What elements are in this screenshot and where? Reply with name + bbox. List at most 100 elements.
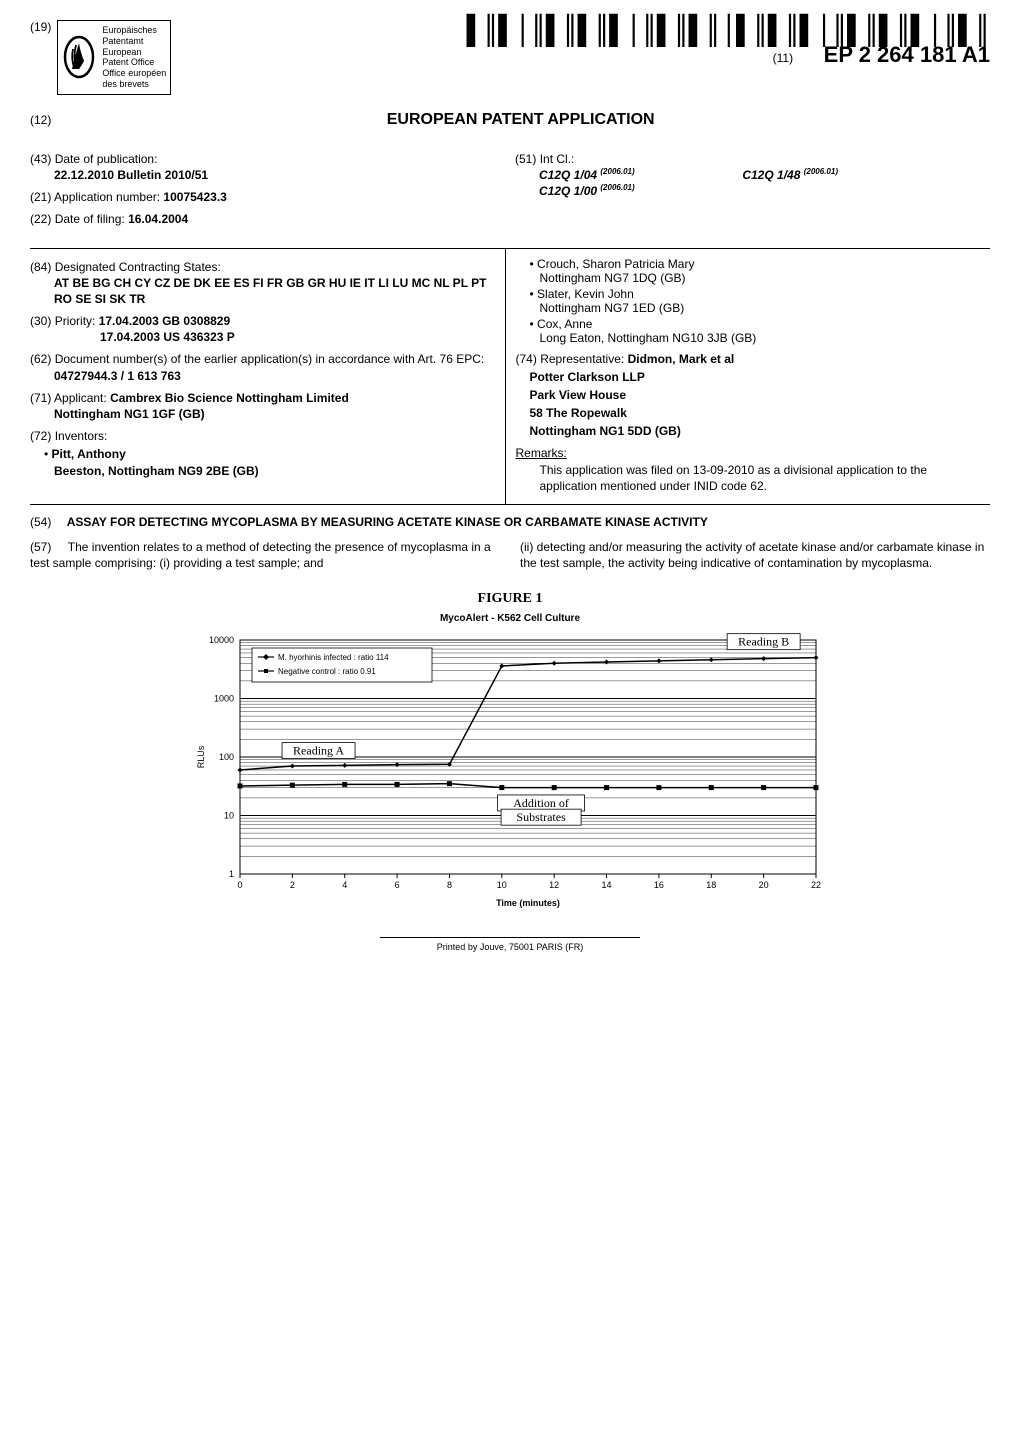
svg-text:1000: 1000 bbox=[214, 694, 234, 704]
office-name-line: Europäisches bbox=[102, 25, 166, 36]
header-left: (19) Europäisches Patentamt European Pat… bbox=[30, 20, 171, 95]
inid-57: (57) bbox=[30, 540, 51, 554]
field-22-label: Date of filing: bbox=[55, 212, 125, 226]
office-name-line: European bbox=[102, 47, 166, 58]
svg-text:20: 20 bbox=[759, 880, 769, 890]
applicant-name: Cambrex Bio Science Nottingham Limited bbox=[110, 391, 349, 405]
inventor: Slater, Kevin John Nottingham NG7 1ED (G… bbox=[530, 287, 981, 315]
office-name-line: Office européen bbox=[102, 68, 166, 79]
field-51: (51) Int Cl.: C12Q 1/04 (2006.01) C12Q 1… bbox=[515, 151, 980, 200]
field-21: (21) Application number: 10075423.3 bbox=[30, 189, 495, 205]
office-name-line: Patentamt bbox=[102, 36, 166, 47]
field-84-states: AT BE BG CH CY CZ DE DK EE ES FI FR GB G… bbox=[54, 275, 495, 307]
field-51-label: Int Cl.: bbox=[540, 152, 575, 166]
field-30: (30) Priority: 17.04.2003 GB 0308829 17.… bbox=[30, 313, 495, 345]
svg-text:RLUs: RLUs bbox=[196, 746, 206, 769]
svg-text:Reading B: Reading B bbox=[738, 635, 789, 649]
inid-43: (43) bbox=[30, 152, 51, 166]
field-43-value: 22.12.2010 Bulletin 2010/51 bbox=[54, 168, 208, 182]
remarks-head: Remarks: bbox=[516, 446, 567, 460]
representative-address: Potter Clarkson LLP Park View House 58 T… bbox=[530, 369, 981, 440]
field-57: (57) The invention relates to a method o… bbox=[30, 539, 990, 571]
svg-text:0: 0 bbox=[237, 880, 242, 890]
doc-type-title: EUROPEAN PATENT APPLICATION bbox=[51, 111, 990, 129]
field-62: (62) Document number(s) of the earlier a… bbox=[30, 351, 495, 383]
header-row: (19) Europäisches Patentamt European Pat… bbox=[30, 20, 990, 95]
remarks: Remarks: This application was filed on 1… bbox=[516, 445, 981, 494]
inventor-name: Cox, Anne bbox=[537, 317, 592, 331]
representative-name: Didmon, Mark et al bbox=[628, 352, 735, 366]
biblio-upper-left: (43) Date of publication: 22.12.2010 Bul… bbox=[30, 141, 505, 238]
barcode: ▌║▌│║▌║▌║▌│║▌║▌║│▌║▌║▌│║▌║▌║▌│║▌║ bbox=[467, 20, 990, 42]
field-74-label: Representative: bbox=[540, 352, 624, 366]
inventor: Pitt, Anthony Beeston, Nottingham NG9 2B… bbox=[44, 446, 495, 478]
svg-text:14: 14 bbox=[602, 880, 612, 890]
inventor-addr: Nottingham NG7 1ED (GB) bbox=[540, 301, 685, 315]
ipc-version: (2006.01) bbox=[804, 167, 838, 176]
svg-text:Addition of: Addition of bbox=[513, 796, 569, 810]
epo-logo-icon bbox=[62, 35, 96, 79]
biblio-lower-left: (84) Designated Contracting States: AT B… bbox=[30, 249, 506, 505]
inid-54: (54) bbox=[30, 515, 51, 529]
inventor: Cox, Anne Long Eaton, Nottingham NG10 3J… bbox=[530, 317, 981, 345]
epo-logo-box: Europäisches Patentamt European Patent O… bbox=[57, 20, 171, 95]
office-name-line: Patent Office bbox=[102, 57, 166, 68]
inid-11: (11) bbox=[773, 51, 793, 65]
svg-text:10000: 10000 bbox=[209, 635, 234, 645]
publication-number-value: EP 2 264 181 A1 bbox=[824, 42, 990, 67]
field-54: (54) ASSAY FOR DETECTING MYCOPLASMA BY M… bbox=[30, 515, 990, 529]
svg-text:10: 10 bbox=[224, 811, 234, 821]
svg-text:100: 100 bbox=[219, 752, 234, 762]
inid-22: (22) bbox=[30, 212, 51, 226]
priority-line: 17.04.2003 US 436323 P bbox=[100, 330, 235, 344]
svg-text:10: 10 bbox=[497, 880, 507, 890]
inid-71: (71) bbox=[30, 391, 51, 405]
ipc-symbol: C12Q 1/00 bbox=[539, 184, 597, 198]
field-72-label: Inventors: bbox=[55, 429, 108, 443]
doc-type-row: (12) EUROPEAN PATENT APPLICATION bbox=[30, 103, 990, 141]
svg-text:12: 12 bbox=[549, 880, 559, 890]
epo-logo-text: Europäisches Patentamt European Patent O… bbox=[102, 25, 166, 90]
chart-title: MycoAlert - K562 Cell Culture bbox=[190, 613, 830, 624]
field-43: (43) Date of publication: 22.12.2010 Bul… bbox=[30, 151, 495, 183]
biblio-lower: (84) Designated Contracting States: AT B… bbox=[30, 248, 990, 506]
ipc-symbol: C12Q 1/48 bbox=[742, 168, 800, 182]
svg-text:18: 18 bbox=[706, 880, 716, 890]
abstract-text-2: (ii) detecting and/or measuring the acti… bbox=[520, 540, 984, 570]
applicant-addr: Nottingham NG1 1GF (GB) bbox=[54, 407, 205, 421]
abstract-col-right: (ii) detecting and/or measuring the acti… bbox=[520, 539, 990, 571]
svg-text:4: 4 bbox=[342, 880, 347, 890]
chart-container: MycoAlert - K562 Cell Culture 1101001000… bbox=[190, 613, 830, 913]
ipc-version: (2006.01) bbox=[600, 183, 634, 192]
svg-text:8: 8 bbox=[447, 880, 452, 890]
field-74: (74) Representative: Didmon, Mark et al … bbox=[516, 351, 981, 440]
svg-text:Time (minutes): Time (minutes) bbox=[496, 898, 560, 908]
inventor-name: Crouch, Sharon Patricia Mary bbox=[537, 257, 694, 271]
field-71: (71) Applicant: Cambrex Bio Science Nott… bbox=[30, 390, 495, 422]
office-name-line: des brevets bbox=[102, 79, 166, 90]
svg-text:Reading A: Reading A bbox=[293, 744, 344, 758]
field-21-label: Application number: bbox=[54, 190, 160, 204]
field-84-label: Designated Contracting States: bbox=[55, 260, 221, 274]
inid-51: (51) bbox=[515, 152, 536, 166]
figure-caption: FIGURE 1 bbox=[30, 591, 990, 607]
ipc-version: (2006.01) bbox=[600, 167, 634, 176]
biblio-lower-right: Crouch, Sharon Patricia Mary Nottingham … bbox=[506, 249, 991, 505]
inid-84: (84) bbox=[30, 260, 51, 274]
inventors-list-cont: Crouch, Sharon Patricia Mary Nottingham … bbox=[530, 257, 981, 345]
abstract-text-1: The invention relates to a method of det… bbox=[30, 540, 491, 570]
svg-text:M. hyorhinis infected : ratio: M. hyorhinis infected : ratio 114 bbox=[278, 653, 389, 662]
footer-printer: Printed by Jouve, 75001 PARIS (FR) bbox=[380, 937, 640, 952]
invention-title: ASSAY FOR DETECTING MYCOPLASMA BY MEASUR… bbox=[67, 515, 708, 529]
priority-line: 17.04.2003 GB 0308829 bbox=[99, 314, 230, 328]
svg-text:22: 22 bbox=[811, 880, 821, 890]
field-72: (72) Inventors: Pitt, Anthony Beeston, N… bbox=[30, 428, 495, 479]
rep-addr-line: 58 The Ropewalk bbox=[530, 405, 981, 421]
rep-addr-line: Nottingham NG1 5DD (GB) bbox=[530, 423, 981, 439]
svg-text:2: 2 bbox=[290, 880, 295, 890]
abstract-col-left: (57) The invention relates to a method o… bbox=[30, 539, 500, 571]
inid-12: (12) bbox=[30, 113, 51, 127]
inid-21: (21) bbox=[30, 190, 51, 204]
rep-addr-line: Park View House bbox=[530, 387, 981, 403]
svg-text:16: 16 bbox=[654, 880, 664, 890]
